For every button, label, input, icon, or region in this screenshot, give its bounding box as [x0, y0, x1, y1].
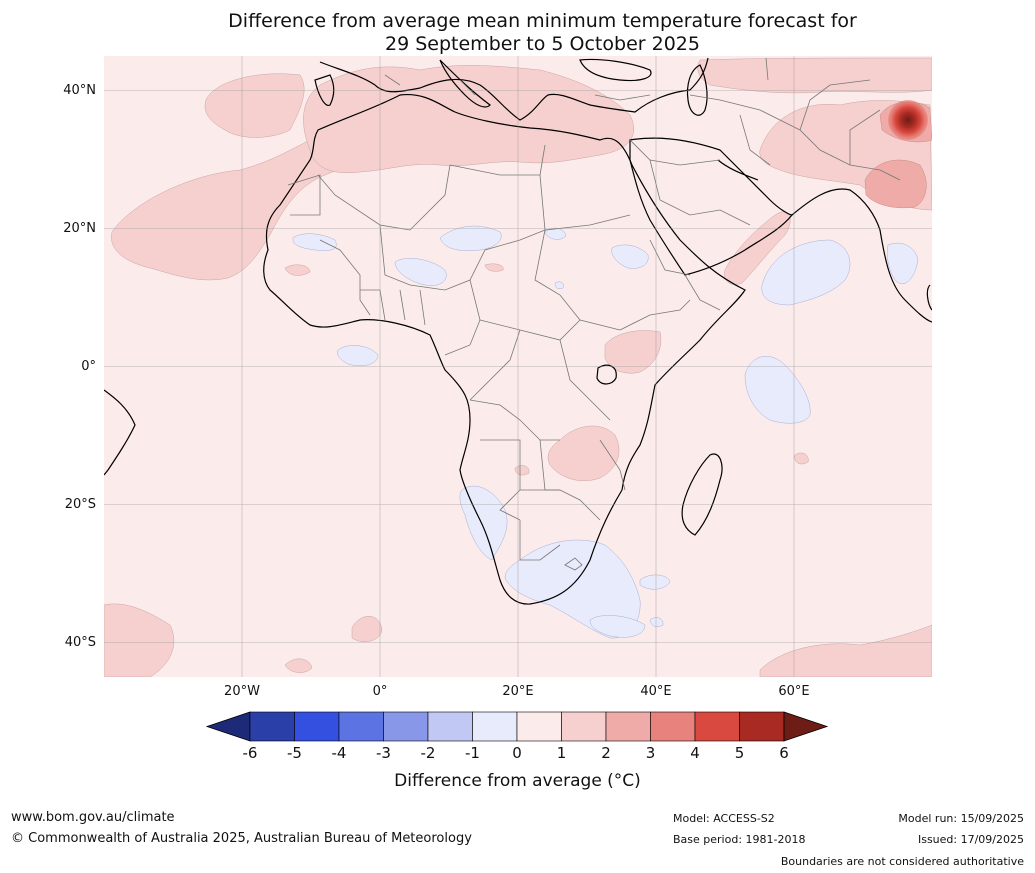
colorbar-tick-label: -6 — [242, 744, 258, 762]
colorbar-swatch — [383, 711, 429, 742]
longitude-label: 20°W — [224, 684, 260, 699]
colorbar-tick-label: 5 — [734, 744, 745, 762]
latitude-label: 40°S — [64, 634, 96, 650]
country-borders — [287, 57, 901, 571]
colorbar-tick-label: -1 — [465, 744, 480, 762]
chart-title: Difference from average mean minimum tem… — [0, 10, 1035, 56]
boundaries-disclaimer: Boundaries are not considered authoritat… — [780, 855, 1024, 868]
issued-date: Issued: 17/09/2025 — [917, 833, 1024, 846]
colorbar-tick-label: 0 — [512, 744, 522, 762]
colorbar-tick-label: 2 — [601, 744, 611, 762]
hot-spot-anomaly — [888, 100, 928, 140]
title-line-1: Difference from average mean minimum tem… — [228, 10, 857, 32]
longitude-label: 20°E — [502, 684, 534, 699]
copyright-text: © Commonwealth of Australia 2025, Austra… — [11, 831, 472, 846]
colorbar-tick-label: -4 — [331, 744, 347, 762]
colorbar-swatch — [516, 711, 562, 742]
colorbar-label: Difference from average (°C) — [394, 771, 641, 791]
model-run-date: Model run: 15/09/2025 — [898, 812, 1024, 825]
colorbar — [205, 711, 829, 742]
colorbar-swatch — [472, 711, 518, 742]
colorbar-tick-label: -5 — [287, 744, 302, 762]
map-area — [104, 56, 932, 677]
colorbar-tick-label: -2 — [420, 744, 436, 762]
model-name: Model: ACCESS-S2 — [673, 812, 775, 825]
colorbar-tick-label: 6 — [779, 744, 789, 762]
colorbar-swatch — [561, 711, 607, 742]
title-line-2: 29 September to 5 October 2025 — [385, 33, 700, 55]
base-period: Base period: 1981-2018 — [673, 833, 806, 846]
colorbar-tick-label: -3 — [376, 744, 391, 762]
colorbar-swatch — [427, 711, 473, 742]
coastlines — [104, 57, 932, 605]
colorbar-swatch — [294, 711, 340, 742]
colorbar-swatch — [739, 711, 785, 742]
colorbar-high-extend — [783, 711, 829, 742]
colorbar-swatch — [605, 711, 651, 742]
colorbar-swatch — [694, 711, 740, 742]
colorbar-tick-label: 4 — [690, 744, 700, 762]
longitude-label: 40°E — [640, 684, 672, 699]
graticule — [104, 56, 932, 677]
colorbar-low-extend — [205, 711, 251, 742]
latitude-label: 40°N — [63, 82, 96, 98]
latitude-label: 20°S — [64, 496, 96, 512]
colorbar-swatch — [249, 711, 295, 742]
colorbar-tick-label: 3 — [645, 744, 656, 762]
longitude-label: 60°E — [778, 684, 810, 699]
colorbar-swatch — [338, 711, 384, 742]
longitude-label: 0° — [372, 684, 388, 699]
warm-anomaly-areas — [104, 57, 932, 677]
website-link[interactable]: www.bom.gov.au/climate — [11, 810, 175, 825]
colorbar-swatch — [650, 711, 696, 742]
latitude-label: 0° — [81, 358, 96, 374]
latitude-label: 20°N — [63, 220, 96, 236]
colorbar-tick-label: 1 — [556, 744, 567, 762]
